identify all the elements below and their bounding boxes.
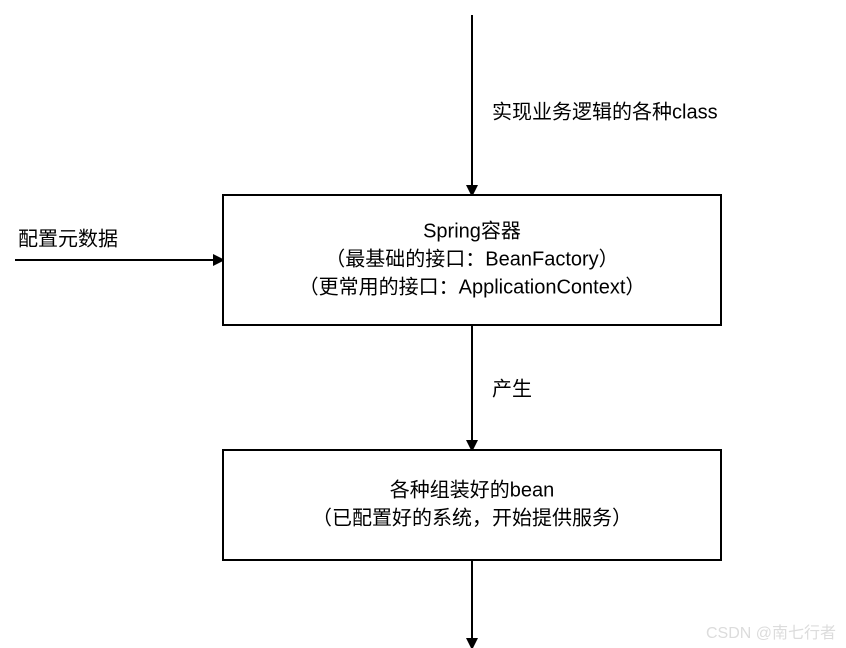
watermark: CSDN @南七行者 [706, 624, 836, 642]
node-container-line-2: （更常用的接口：ApplicationContext） [299, 275, 646, 298]
node-container-line-1: （最基础的接口：BeanFactory） [325, 247, 618, 270]
edge-label-mid-down: 产生 [492, 377, 532, 400]
node-beans-line-0: 各种组装好的bean [390, 478, 555, 501]
edge-top-in: 实现业务逻辑的各种class [472, 15, 718, 195]
flowchart-canvas: 实现业务逻辑的各种class 配置元数据产生 Spring容器 （最基础的接口：Bea… [0, 0, 846, 648]
edge-label-left-in: 配置元数据 [18, 227, 118, 250]
node-beans: 各种组装好的bean （已配置好的系统，开始提供服务） [223, 450, 721, 560]
node-beans-line-1: （已配置好的系统，开始提供服务） [312, 506, 632, 529]
edge-left-in: 配置元数据 [15, 227, 223, 260]
edge-mid-down: 产生 [472, 325, 532, 450]
node-container: Spring容器 （最基础的接口：BeanFactory） （更常用的接口：Appl… [223, 195, 721, 325]
node-container-line-0: Spring容器 [423, 219, 521, 242]
edge-label-top-in: 实现业务逻辑的各种class [492, 100, 718, 123]
